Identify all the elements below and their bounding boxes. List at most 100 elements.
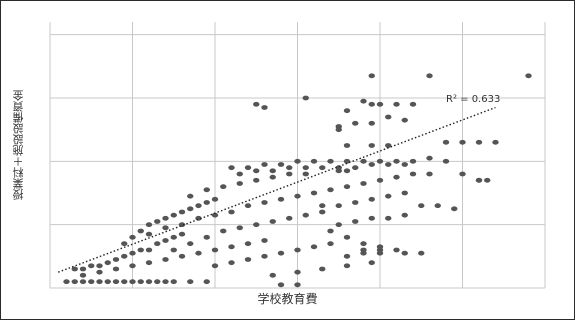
data-point <box>112 266 120 272</box>
data-point <box>178 253 186 259</box>
data-point <box>277 250 285 256</box>
data-point <box>137 247 144 253</box>
data-point <box>269 174 276 180</box>
r-squared-label: R² = 0.633 <box>446 94 500 105</box>
data-point <box>302 171 309 177</box>
data-point <box>261 200 268 205</box>
data-point <box>343 158 351 164</box>
data-point <box>426 155 433 161</box>
data-point <box>294 282 301 288</box>
data-point <box>154 279 161 285</box>
data-point <box>261 253 268 259</box>
data-point <box>426 73 433 79</box>
data-point <box>393 101 400 107</box>
data-point <box>385 143 392 148</box>
data-point <box>178 209 186 215</box>
data-point <box>451 206 458 212</box>
data-point <box>310 158 318 164</box>
data-point <box>253 168 260 174</box>
data-point <box>294 193 301 199</box>
data-point <box>319 203 326 209</box>
data-point <box>162 238 169 243</box>
data-point <box>121 241 128 247</box>
data-point <box>442 139 450 145</box>
data-point <box>442 158 450 164</box>
data-point <box>187 241 194 247</box>
data-point <box>360 247 367 253</box>
data-point <box>327 158 334 164</box>
data-point <box>327 228 334 234</box>
data-point <box>343 263 351 269</box>
data-point <box>170 234 177 240</box>
data-point <box>310 190 318 196</box>
data-point <box>302 95 309 101</box>
data-point <box>393 174 400 180</box>
data-point <box>368 120 375 126</box>
data-point <box>360 158 367 164</box>
data-point <box>253 222 260 228</box>
data-point <box>376 101 384 107</box>
data-point <box>236 225 243 231</box>
data-point <box>187 193 194 199</box>
data-point <box>244 203 252 209</box>
data-point <box>401 250 408 256</box>
data-point <box>203 234 210 240</box>
data-point <box>129 234 136 240</box>
data-point <box>104 260 111 266</box>
data-point <box>327 241 334 247</box>
data-point <box>154 241 161 247</box>
data-points <box>63 73 532 288</box>
data-point <box>96 269 103 275</box>
data-point <box>162 225 169 231</box>
data-point <box>261 238 268 243</box>
data-point <box>475 139 483 145</box>
data-point <box>409 101 417 107</box>
data-point <box>88 263 95 269</box>
data-point <box>294 247 301 253</box>
data-point <box>88 279 95 285</box>
data-point <box>385 114 392 120</box>
data-point <box>327 187 334 193</box>
data-point <box>385 193 392 199</box>
data-point <box>302 165 309 171</box>
data-point <box>145 247 153 253</box>
data-point <box>343 253 351 259</box>
data-point <box>195 250 202 256</box>
data-point <box>343 143 351 148</box>
data-point <box>368 215 375 221</box>
data-point <box>418 250 425 256</box>
data-point <box>195 203 202 209</box>
data-point <box>401 212 408 218</box>
data-point <box>236 181 243 186</box>
data-point <box>253 177 260 183</box>
data-point <box>96 279 103 285</box>
data-point <box>170 279 177 285</box>
data-point <box>211 263 219 269</box>
data-point <box>162 257 169 262</box>
data-point <box>121 253 128 259</box>
data-point <box>426 171 433 177</box>
data-point <box>145 260 153 266</box>
data-point <box>310 244 318 250</box>
data-point <box>319 209 326 215</box>
data-point <box>244 241 252 247</box>
data-point <box>401 117 408 123</box>
data-point <box>401 190 408 196</box>
data-point <box>269 219 276 224</box>
data-point <box>121 279 128 285</box>
data-point <box>360 241 367 247</box>
data-point <box>170 212 177 218</box>
data-point <box>228 244 235 250</box>
data-point <box>286 215 293 221</box>
data-point <box>492 139 499 145</box>
data-point <box>79 279 87 285</box>
data-point <box>376 177 384 183</box>
data-point <box>187 279 194 285</box>
data-point <box>211 196 219 202</box>
data-point <box>145 231 153 237</box>
data-point <box>63 279 70 285</box>
data-point <box>211 212 219 218</box>
data-point <box>368 73 375 79</box>
data-point <box>211 247 219 253</box>
data-point <box>368 143 375 148</box>
